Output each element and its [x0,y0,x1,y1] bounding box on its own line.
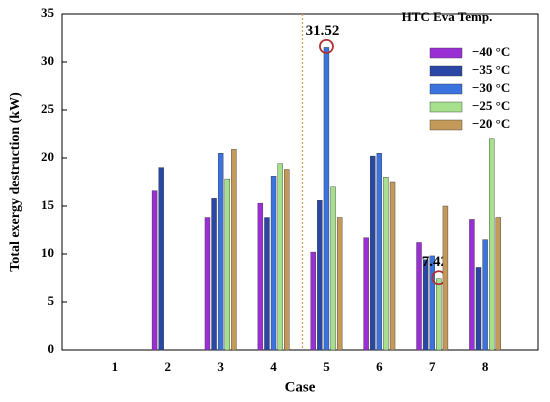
y-tick-label: 25 [41,101,55,116]
legend-label: −40 °C [472,44,510,59]
y-tick-label: 10 [41,245,54,260]
bar [442,205,449,351]
bar [422,259,429,351]
bar [376,152,383,351]
bar [436,278,442,351]
bar [310,251,316,351]
value-label: 7.42 [422,254,448,270]
legend-label: −30 °C [472,80,510,95]
y-axis-label: Total exergy destruction (kW) [8,92,23,272]
x-tick-label: 4 [270,359,277,374]
bar [489,138,495,351]
plot-frame [61,13,539,351]
legend-label: −25 °C [472,98,510,113]
bar [224,178,230,351]
bar [204,217,211,351]
value-label: 31.52 [306,23,340,39]
bar [277,163,283,351]
x-tick-label: 6 [376,359,383,374]
legend-swatch [429,83,463,95]
bar [383,176,389,351]
bar [336,217,343,351]
bar [211,198,217,351]
x-tick-label: 8 [482,359,489,374]
legend-swatch [429,119,463,131]
bar [363,237,369,351]
bar [158,167,164,351]
bar [270,176,277,351]
bar [469,219,475,351]
legend-label: −35 °C [472,62,510,77]
legend-swatch [429,65,463,77]
y-tick-label: 15 [41,197,55,212]
x-axis-label: Case [285,379,316,395]
bar [284,169,290,351]
bar [231,149,237,351]
legend-label: −20 °C [472,116,510,131]
y-tick-label: 35 [41,5,55,20]
x-tick-label: 1 [112,359,119,374]
y-tick-label: 5 [48,293,55,308]
bar [429,255,435,351]
bar [257,202,264,351]
x-tick-label: 3 [217,359,224,374]
bar [323,47,330,351]
bar [330,186,336,351]
x-tick-label: 5 [323,359,330,374]
bar [217,152,224,351]
bar [495,217,502,351]
highlight-circle [319,39,334,54]
x-tick-label: 2 [165,359,172,374]
bar [389,181,396,351]
y-tick-label: 30 [41,53,54,68]
y-tick-label: 20 [41,149,54,164]
legend-swatch [429,47,463,59]
bar [317,200,323,351]
bar [482,239,488,351]
bar [416,242,422,351]
bar [370,155,376,351]
bar [151,190,158,351]
bar [264,217,270,351]
x-tick-label: 7 [429,359,436,374]
bar [475,267,482,351]
legend-swatch [429,101,463,113]
y-tick-label: 0 [48,341,55,356]
legend-title: HTC Eva Temp. [402,9,493,24]
